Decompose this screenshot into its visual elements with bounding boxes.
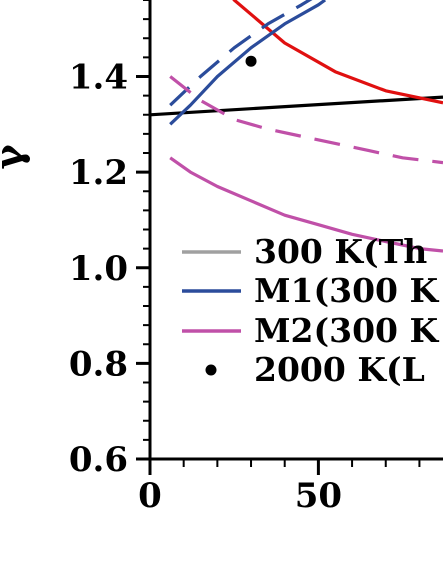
data-point-1 <box>245 55 257 67</box>
series-line-2 <box>232 0 443 105</box>
series-line-5 <box>169 156 443 253</box>
x-tick-label: 0 <box>138 476 162 516</box>
legend-swatch-4 <box>205 364 217 376</box>
x-tick-label: 50 <box>295 476 342 516</box>
legend-label-3: M2(300 K <box>254 311 439 350</box>
y-tick-label: 1.0 <box>69 249 128 289</box>
series-line-4 <box>169 0 313 107</box>
y-tick-label: 0.8 <box>69 344 128 384</box>
y-tick-label: 1.2 <box>69 153 128 193</box>
series-line-3 <box>169 0 327 126</box>
axes: 0.6 0.8 1.0 1.2 1.4 0 50 <box>69 0 443 516</box>
y-tick-label: 1.4 <box>69 58 128 98</box>
series-layer <box>150 0 443 253</box>
y-axis-title: γ <box>0 144 31 170</box>
y-tick-label: 0.6 <box>69 440 128 480</box>
legend-label-4: 2000 K(L <box>254 350 425 389</box>
series-line-1 <box>150 95 443 117</box>
legend-label-2: M1(300 K <box>254 271 439 310</box>
series-line-6 <box>169 75 443 165</box>
legend-label-1: 300 K(Th <box>254 232 427 271</box>
